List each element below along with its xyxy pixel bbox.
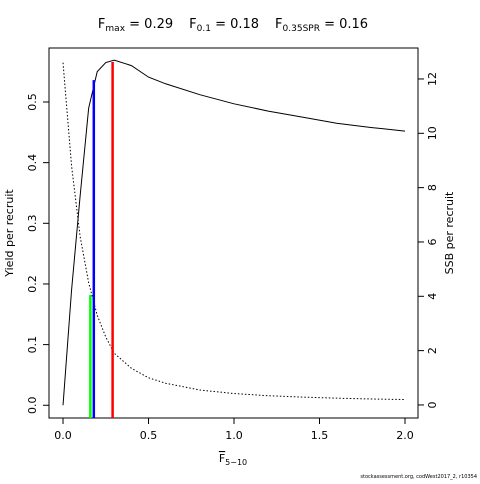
x-label-subscript: 5−10 xyxy=(225,458,247,467)
y-tick-label: 0.1 xyxy=(26,336,39,354)
title-value: = 0.16 xyxy=(320,17,368,32)
title-symbol: F xyxy=(189,17,196,32)
chart-title: Fmax = 0.29 F0.1 = 0.18 F0.35SPR = 0.16 xyxy=(98,17,368,34)
x-tick-label: 1.5 xyxy=(311,429,329,442)
y2-tick-label: 12 xyxy=(426,72,439,86)
y-axis-label: Yield per recruit xyxy=(3,189,16,278)
x-axis-label: F5−10 xyxy=(219,452,247,467)
title-symbol: F xyxy=(98,17,105,32)
title-value: = 0.29 xyxy=(125,17,173,32)
y2-tick-label: 2 xyxy=(426,347,439,354)
y2-axis-label: SSB per recruit xyxy=(443,191,456,274)
y-tick-label: 0.4 xyxy=(26,154,39,172)
curve xyxy=(62,62,406,401)
y2-tick-label: 6 xyxy=(426,238,439,245)
title-value: = 0.18 xyxy=(211,17,259,32)
x-tick-label: 1.0 xyxy=(225,429,243,442)
curve xyxy=(62,59,406,406)
title-subscript: 0.35SPR xyxy=(283,24,320,34)
title-subscript: 0.1 xyxy=(197,24,211,34)
y-tick-label: 0.5 xyxy=(26,93,39,111)
y2-tick-label: 8 xyxy=(426,184,439,191)
title-symbol: F xyxy=(275,17,282,32)
y-tick-label: 0.2 xyxy=(26,275,39,293)
y-tick-label: 0.0 xyxy=(26,397,39,415)
y2-tick-label: 0 xyxy=(426,401,439,408)
y-tick-label: 0.3 xyxy=(26,215,39,233)
y2-tick-label: 10 xyxy=(426,126,439,140)
x-tick-label: 2.0 xyxy=(396,429,414,442)
x-tick-label: 0.5 xyxy=(140,429,158,442)
title-subscript: max xyxy=(105,24,125,34)
footer: stockassessment.org, codWest2017_2, r103… xyxy=(360,474,477,480)
y2-tick-label: 4 xyxy=(426,293,439,300)
plot-frame xyxy=(48,47,419,419)
x-tick-label: 0.0 xyxy=(54,429,72,442)
x-label-symbol: F xyxy=(219,452,225,465)
